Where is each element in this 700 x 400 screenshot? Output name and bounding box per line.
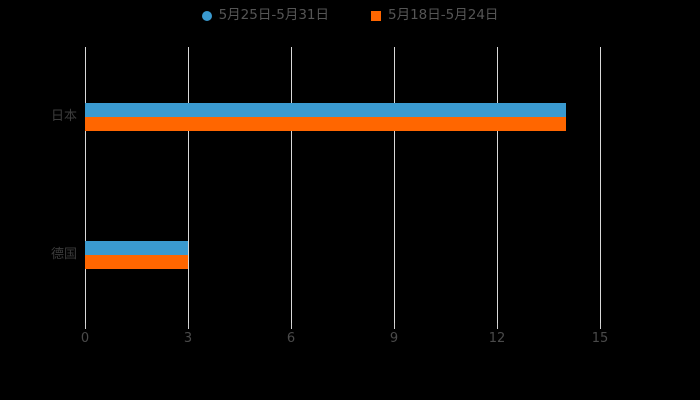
- bar-japan-series-1[interactable]: [85, 103, 566, 117]
- x-tick-label-9: 9: [389, 331, 399, 346]
- legend-item-series-1[interactable]: 5月25日-5月31日: [201, 7, 329, 24]
- legend-marker-square-icon: [371, 11, 381, 21]
- x-tick-label-15: 15: [591, 331, 609, 346]
- gridline-12: [497, 47, 498, 323]
- y-axis-line: [85, 47, 86, 323]
- x-tick-label-3: 3: [183, 331, 193, 346]
- x-tick-label-12: 12: [488, 331, 506, 346]
- x-tick-label-6: 6: [286, 331, 296, 346]
- gridline-3: [188, 47, 189, 323]
- y-axis-label-1: 德国: [50, 247, 77, 262]
- chart-legend: 5月25日-5月31日 5月18日-5月24日: [0, 4, 700, 28]
- legend-item-series-2[interactable]: 5月18日-5月24日: [371, 9, 498, 23]
- gridline-6: [291, 47, 292, 323]
- y-axis-label-0: 日本: [50, 109, 77, 124]
- gridline-15: [600, 47, 601, 323]
- x-tick-label-0: 0: [80, 331, 90, 346]
- plot-area: [85, 47, 601, 323]
- bar-germany-series-2[interactable]: [85, 255, 188, 269]
- legend-label-series-2: 5月18日-5月24日: [388, 7, 499, 24]
- bar-germany-series-1[interactable]: [85, 241, 188, 255]
- legend-marker-dot-icon: [201, 11, 212, 21]
- x-tick-mark-3: [188, 323, 189, 329]
- bar-japan-series-2[interactable]: [85, 117, 566, 131]
- x-tick-mark-12: [497, 323, 498, 329]
- x-tick-mark-0: [85, 323, 86, 329]
- x-tick-mark-9: [394, 323, 395, 329]
- gridline-9: [394, 47, 395, 323]
- x-tick-mark-6: [291, 323, 292, 329]
- x-tick-mark-15: [600, 323, 601, 329]
- legend-label-series-1: 5月25日-5月31日: [218, 7, 329, 24]
- y-axis-labels: 日本 德国: [0, 0, 77, 400]
